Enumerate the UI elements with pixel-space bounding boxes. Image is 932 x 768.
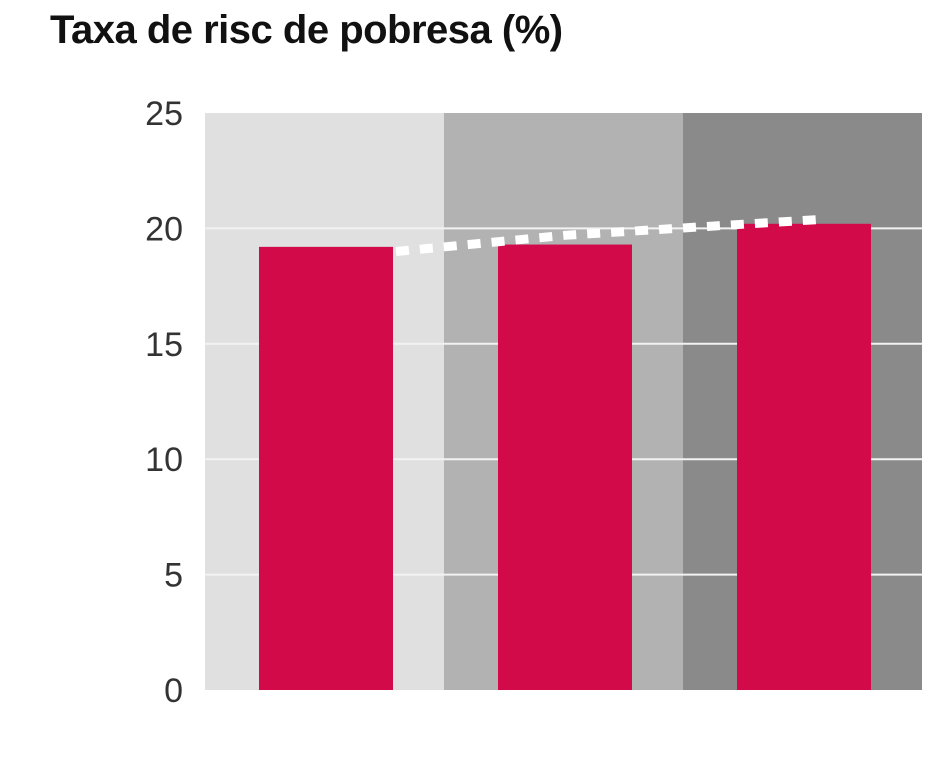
bars <box>259 223 871 690</box>
reference-line <box>395 214 825 256</box>
y-tick-label: 10 <box>145 441 183 479</box>
bar <box>259 246 393 690</box>
bar <box>737 223 871 690</box>
y-axis: 0 5 10 15 20 25 <box>145 95 183 710</box>
y-tick-label: 15 <box>145 326 183 364</box>
chart-title: Taxa de risc de pobresa (%) <box>50 8 563 52</box>
bar <box>498 244 632 690</box>
y-tick-label: 5 <box>164 557 183 595</box>
y-tick-label: 0 <box>164 672 183 710</box>
y-tick-label: 25 <box>145 95 183 133</box>
y-tick-label: 20 <box>145 210 183 248</box>
reference-line-path <box>395 214 825 256</box>
